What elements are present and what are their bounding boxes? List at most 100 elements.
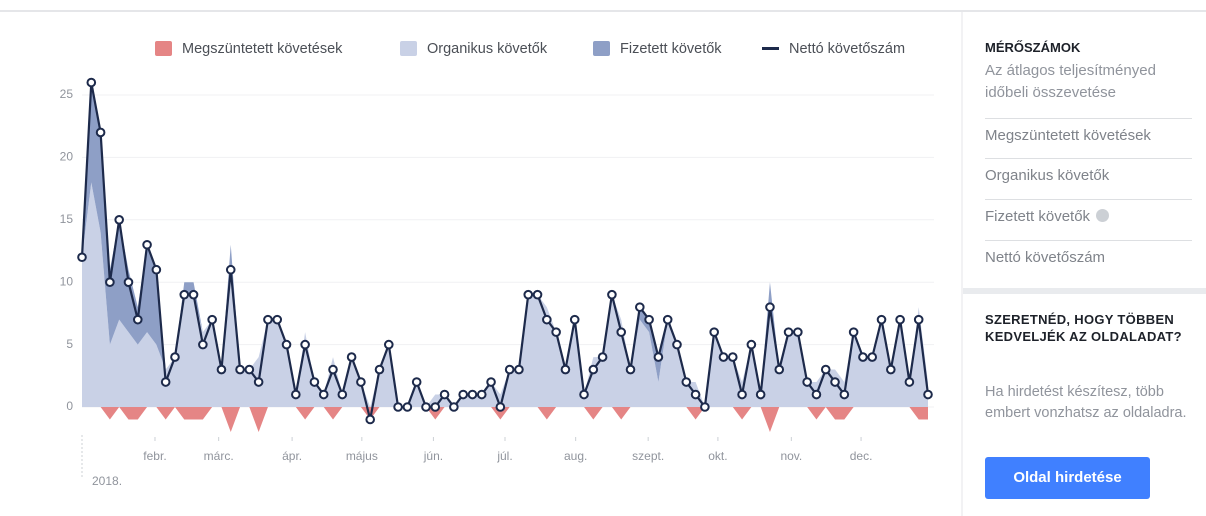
net-point: [876, 314, 887, 325]
net-point: [346, 352, 357, 362]
net-point: [774, 364, 785, 375]
net-point: [281, 339, 292, 350]
net-point: [700, 402, 710, 412]
net-point: [272, 314, 283, 325]
year-label: 2018.: [92, 474, 122, 488]
net-point: [263, 314, 273, 325]
net-line: [80, 82, 930, 420]
net-point: [188, 289, 199, 300]
net-point: [597, 352, 608, 362]
legend-swatch: [400, 41, 417, 56]
y-tick-label: 20: [60, 150, 74, 164]
metrics-subtitle: Az átlagos teljesítményed időbeli összev…: [985, 62, 1156, 101]
net-point: [365, 414, 375, 425]
net-point: [105, 277, 115, 288]
metric-label: Fizetett követők: [985, 208, 1091, 225]
net-point: [848, 327, 859, 337]
net-point: [607, 289, 617, 300]
net-point: [467, 389, 478, 400]
net-point: [653, 352, 664, 362]
y-tick-label: 5: [66, 337, 73, 351]
sidebar-divider: [963, 288, 1206, 294]
net-point: [374, 364, 385, 375]
net-point: [662, 314, 673, 325]
net-point: [737, 389, 747, 400]
net-point: [198, 339, 208, 350]
net-point: [411, 377, 422, 387]
net-point: [727, 352, 738, 362]
net-point: [291, 389, 301, 400]
net-point: [560, 364, 571, 375]
net-point: [672, 339, 682, 350]
net-point: [160, 377, 171, 387]
y-tick-label: 25: [60, 87, 74, 101]
info-icon[interactable]: [1096, 209, 1110, 222]
net-point: [309, 377, 320, 387]
net-point: [644, 314, 654, 325]
y-tick-label: 15: [60, 212, 74, 226]
net-point: [514, 364, 524, 375]
x-tick-label: dec.: [850, 449, 873, 463]
metric-label: Organikus követők: [985, 167, 1110, 184]
net-point: [207, 314, 217, 325]
net-point: [77, 252, 87, 263]
metric-item[interactable]: Megszüntetett követések: [985, 118, 1192, 144]
net-point: [170, 352, 180, 362]
net-point: [337, 389, 348, 400]
x-tick-label: febr.: [143, 449, 166, 463]
x-tick-label: május: [346, 449, 378, 463]
y-tick-label: 10: [60, 274, 74, 288]
organic-area: [82, 182, 928, 407]
net-point: [616, 327, 627, 337]
net-point: [86, 77, 97, 88]
net-point: [253, 377, 264, 387]
metric-item[interactable]: Fizetett követők: [985, 199, 1192, 225]
net-point: [913, 314, 924, 325]
net-point: [904, 377, 915, 387]
metric-item[interactable]: Organikus követők: [985, 158, 1192, 184]
net-point: [402, 402, 413, 412]
net-point: [123, 277, 134, 288]
net-point: [532, 289, 543, 300]
net-point: [495, 402, 506, 412]
legend-label: Fizetett követők: [620, 41, 722, 57]
net-point: [625, 364, 636, 375]
net-point: [430, 402, 441, 412]
net-point: [476, 389, 487, 400]
net-point: [114, 215, 124, 225]
x-tick-label: aug.: [564, 449, 587, 463]
legend-label: Megszüntetett követések: [182, 41, 343, 57]
x-tick-label: márc.: [204, 449, 234, 463]
legend-label: Organikus követők: [427, 41, 548, 57]
net-point: [579, 389, 589, 400]
net-point: [132, 314, 143, 325]
net-point: [867, 352, 878, 362]
net-point: [328, 364, 338, 375]
net-point: [216, 364, 227, 375]
net-point: [783, 327, 794, 337]
net-point: [439, 389, 450, 400]
net-point: [449, 402, 459, 412]
net-point: [765, 302, 775, 312]
net-point: [718, 352, 729, 362]
unfollow-area: [82, 407, 928, 432]
net-point: [318, 389, 329, 400]
net-point: [811, 389, 822, 400]
x-tick-label: jún.: [423, 449, 443, 463]
net-point: [486, 377, 496, 387]
net-point: [244, 364, 255, 375]
net-point: [179, 289, 190, 300]
net-point: [830, 377, 840, 387]
metric-item[interactable]: Nettó követőszám: [985, 240, 1192, 266]
net-point: [542, 314, 552, 325]
net-point: [635, 302, 645, 312]
net-point: [839, 389, 850, 400]
legend-swatch: [155, 41, 172, 56]
net-point: [142, 239, 152, 250]
net-point: [421, 402, 431, 412]
promote-button[interactable]: Oldal hirdetése: [985, 457, 1150, 499]
net-point: [383, 339, 394, 350]
legend-swatch: [593, 41, 610, 56]
